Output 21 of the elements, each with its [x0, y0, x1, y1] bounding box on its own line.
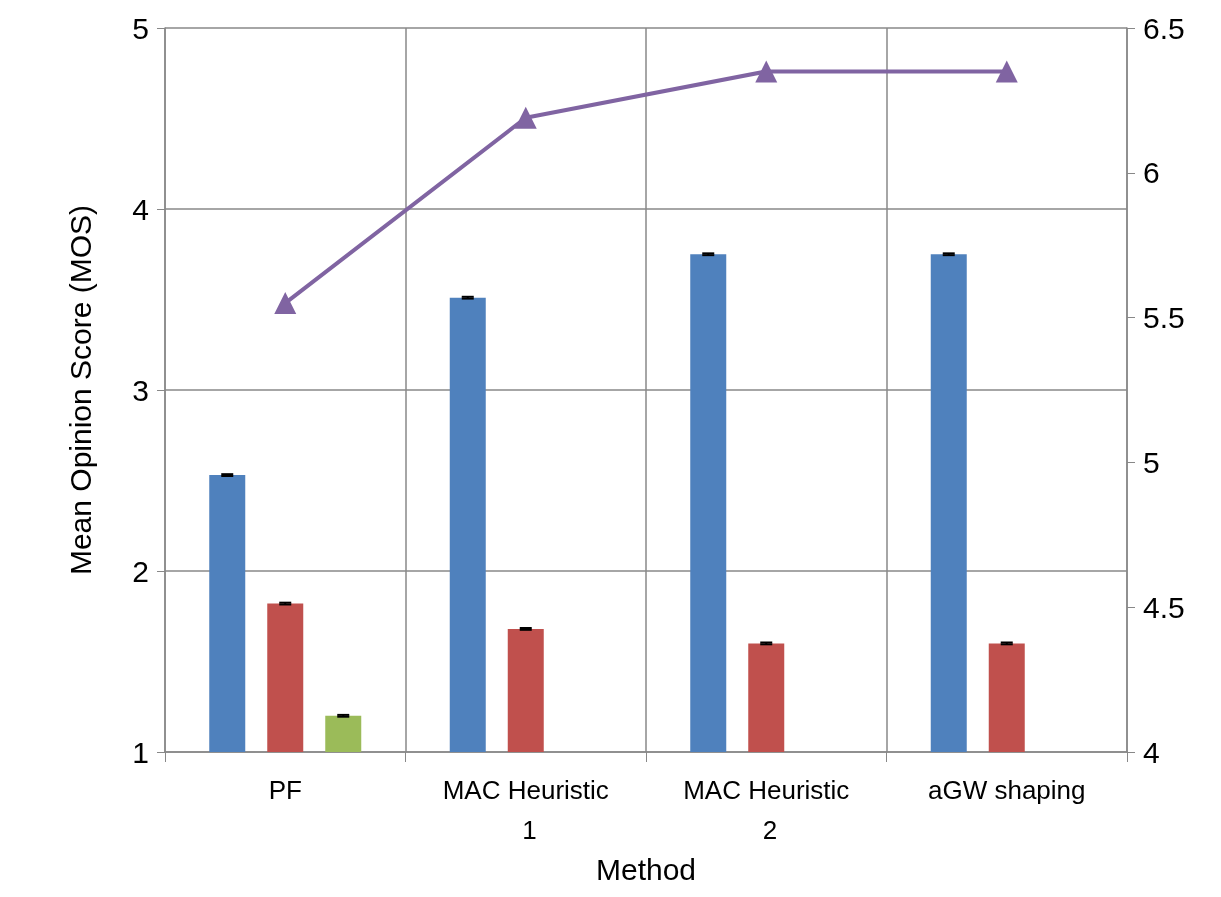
- y-tick-label: 3: [132, 373, 149, 407]
- y-tick-label: 1: [132, 735, 149, 769]
- x-tick-label: MAC Heuristic 2: [683, 775, 850, 845]
- y-tick-label: 5: [132, 11, 149, 45]
- point: [274, 292, 297, 315]
- y2-tick-label: 6: [1143, 156, 1160, 190]
- y2-tick-label: 5.5: [1143, 301, 1185, 335]
- point: [755, 60, 778, 83]
- y2-tick-label: 5: [1143, 445, 1160, 479]
- y2-tick-label: 4: [1143, 735, 1160, 769]
- y2-tick-label: 4.5: [1143, 590, 1185, 624]
- x-axis-title: Method: [595, 853, 697, 887]
- y-tick-label: 4: [132, 192, 149, 226]
- x-tick-label: aGW shaping: [927, 775, 1086, 805]
- point: [514, 106, 537, 129]
- y2-tick-label: 6.5: [1143, 11, 1185, 45]
- y-axis-title: Mean Opinion Score (MOS): [63, 204, 97, 576]
- x-tick-label: PF: [268, 775, 302, 805]
- y-tick-label: 2: [132, 554, 149, 588]
- x-tick-label: MAC Heuristic 1: [442, 775, 609, 845]
- point: [995, 60, 1018, 83]
